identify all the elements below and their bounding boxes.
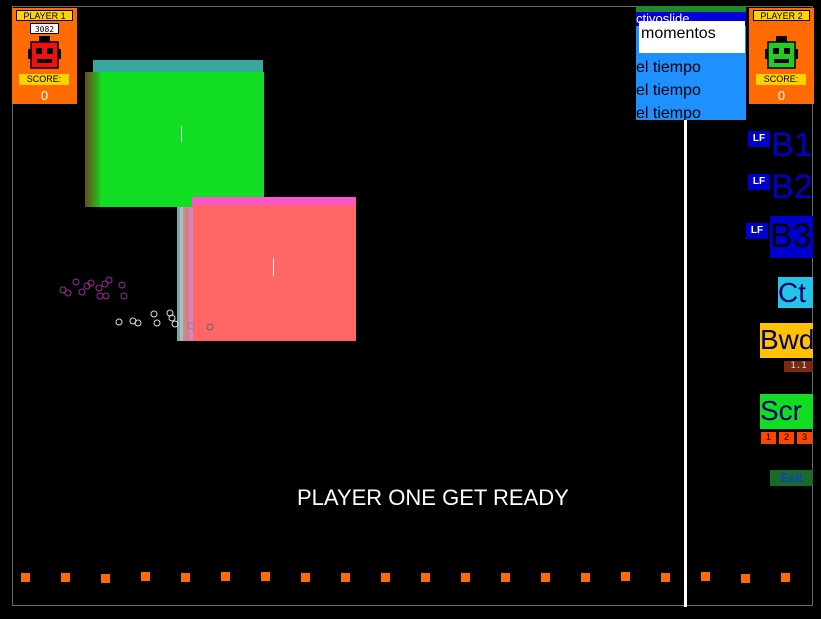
ground-marker bbox=[621, 572, 630, 581]
ground-marker bbox=[261, 572, 270, 581]
lf-badge-b2: LF bbox=[748, 174, 770, 190]
lf-badge-b1: LF bbox=[748, 131, 770, 147]
b2-button[interactable]: B2 bbox=[771, 168, 813, 206]
b1-button[interactable]: B1 bbox=[771, 126, 813, 164]
ground-marker bbox=[301, 573, 310, 582]
scr-option-3[interactable]: 3 bbox=[797, 432, 812, 444]
ground-marker bbox=[61, 573, 70, 582]
player2-panel: PLAYER 2 SCORE: 0 bbox=[749, 8, 814, 104]
player1-panel: PLAYER 1 3082 SCORE: 0 bbox=[12, 8, 77, 104]
ct-button[interactable]: Ct bbox=[778, 277, 813, 308]
word-panel-top-strip bbox=[636, 6, 746, 12]
ground-marker bbox=[141, 572, 150, 581]
bwd-value: 1.1 bbox=[784, 361, 813, 372]
ground-marker bbox=[741, 574, 750, 583]
ground-marker bbox=[341, 573, 350, 582]
word-option[interactable]: el tiempo bbox=[636, 59, 701, 76]
ground-marker bbox=[701, 572, 710, 581]
scr-button[interactable]: Scr bbox=[760, 394, 813, 429]
ground-marker bbox=[381, 573, 390, 582]
exit-button[interactable]: Exit bbox=[770, 470, 813, 486]
ground-marker bbox=[541, 573, 550, 582]
selected-word[interactable]: momentos bbox=[639, 21, 745, 53]
player1-score: 0 bbox=[40, 88, 49, 103]
player1-robot-face-icon bbox=[28, 36, 61, 69]
scr-option-2[interactable]: 2 bbox=[779, 432, 794, 444]
ground-marker bbox=[221, 572, 230, 581]
ground-marker bbox=[461, 573, 470, 582]
b3-button[interactable]: B3 bbox=[770, 216, 813, 258]
player2-score-label: SCORE: bbox=[756, 74, 806, 85]
ground-marker bbox=[781, 573, 790, 582]
player1-title: PLAYER 1 bbox=[16, 10, 73, 21]
get-ready-message: PLAYER ONE GET READY bbox=[297, 485, 569, 510]
word-choice-panel: ctivoslide momentos el tiempo el tiempo … bbox=[636, 6, 746, 120]
green-block bbox=[85, 60, 264, 207]
scr-option-1[interactable]: 1 bbox=[761, 432, 776, 444]
player1-hiscore: 3082 bbox=[30, 23, 59, 34]
player2-robot-face-icon bbox=[765, 36, 798, 69]
lane-divider bbox=[684, 120, 687, 607]
word-option[interactable]: el tiempo bbox=[636, 82, 701, 99]
particle-trail bbox=[59, 276, 214, 331]
ground-marker bbox=[421, 573, 430, 582]
player2-score: 0 bbox=[777, 88, 786, 103]
player1-score-label: SCORE: bbox=[19, 74, 69, 85]
player2-title: PLAYER 2 bbox=[753, 10, 810, 21]
lf-badge-b3: LF bbox=[746, 223, 768, 239]
ground-marker bbox=[21, 573, 30, 582]
ground-marker bbox=[181, 573, 190, 582]
ground-marker bbox=[661, 573, 670, 582]
ground-marker bbox=[501, 573, 510, 582]
word-option[interactable]: el tiempo bbox=[636, 105, 701, 120]
ground-marker bbox=[581, 573, 590, 582]
bwd-button[interactable]: Bwd bbox=[760, 323, 813, 358]
pink-block bbox=[177, 197, 356, 341]
ground-marker bbox=[101, 574, 110, 583]
